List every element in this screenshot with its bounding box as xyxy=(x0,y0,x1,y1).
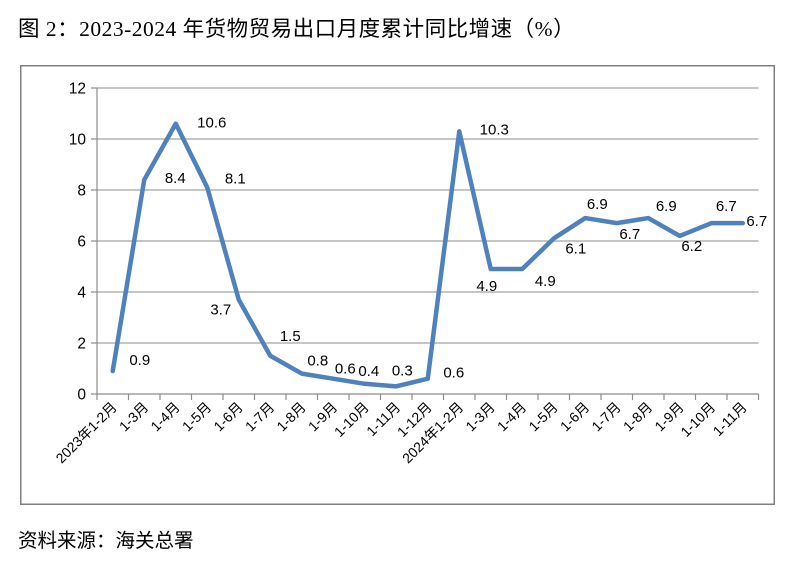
figure-title: 图 2：2023-2024 年货物贸易出口月度累计同比增速（%） xyxy=(18,17,576,41)
data-label: 8.4 xyxy=(165,170,186,187)
data-label: 0.9 xyxy=(129,352,150,369)
data-label: 6.9 xyxy=(656,198,677,215)
y-tick-label: 0 xyxy=(77,387,86,404)
data-label: 6.7 xyxy=(746,213,767,230)
data-label: 1.5 xyxy=(280,328,301,345)
data-label: 10.6 xyxy=(197,115,226,132)
y-tick-label: 2 xyxy=(77,336,86,353)
data-label: 0.4 xyxy=(358,363,379,380)
data-label: 6.7 xyxy=(619,226,640,243)
chart-border xyxy=(20,65,775,505)
data-label: 6.9 xyxy=(587,196,608,213)
data-label: 8.1 xyxy=(225,170,246,187)
data-label: 4.9 xyxy=(535,273,556,290)
data-label: 10.3 xyxy=(480,121,509,138)
y-tick-label: 10 xyxy=(69,132,87,149)
data-label: 3.7 xyxy=(210,302,231,319)
y-tick-label: 4 xyxy=(77,285,86,302)
data-label: 0.3 xyxy=(392,362,413,379)
data-label: 6.2 xyxy=(681,238,702,255)
series-line xyxy=(110,121,745,389)
source-note: 资料来源：海关总署 xyxy=(18,531,194,552)
y-tick-label: 12 xyxy=(69,81,86,98)
data-label: 0.8 xyxy=(307,353,328,370)
y-tick-label: 6 xyxy=(77,234,86,251)
data-label: 0.6 xyxy=(335,361,356,378)
data-label: 6.1 xyxy=(565,240,586,257)
data-label: 6.7 xyxy=(716,198,737,215)
y-tick-label: 8 xyxy=(77,183,86,200)
data-label: 4.9 xyxy=(476,278,497,295)
data-label: 0.6 xyxy=(443,365,464,382)
